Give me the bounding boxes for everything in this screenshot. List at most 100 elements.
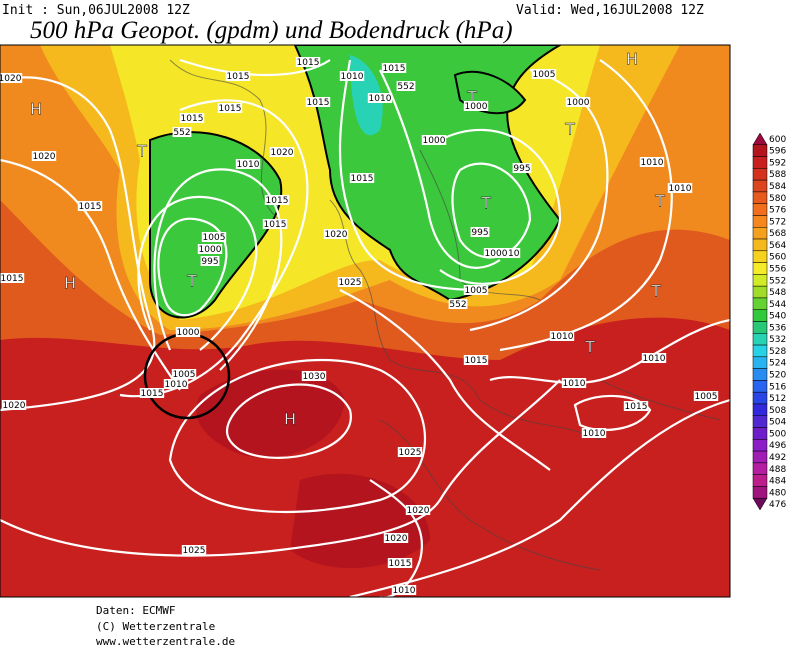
isobar-label: 1015 bbox=[297, 58, 320, 68]
pressure-center: T bbox=[650, 282, 661, 301]
pressure-center: T bbox=[136, 142, 147, 161]
scale-cell bbox=[752, 168, 768, 181]
label-box bbox=[581, 428, 607, 438]
label-box bbox=[200, 256, 220, 266]
map: TTTTTTTTHHHH1015101510101015100510001000… bbox=[0, 44, 731, 598]
isobar-label: 1000 bbox=[567, 98, 590, 108]
coastlines bbox=[169, 59, 721, 571]
color-scale: 6005965925885845805765725685645605565525… bbox=[752, 132, 786, 511]
label-box bbox=[549, 331, 575, 341]
isobar-label: 1005 bbox=[533, 70, 556, 80]
isobar-label: 1015 bbox=[219, 104, 242, 114]
isobar-label: 1025 bbox=[339, 278, 362, 288]
scale-label: 588 bbox=[769, 170, 786, 180]
scale-cell bbox=[752, 380, 768, 393]
label-box bbox=[77, 201, 103, 211]
scale-cell bbox=[752, 344, 768, 358]
isobar-label: 1020 bbox=[33, 152, 56, 162]
pressure-center: T bbox=[584, 338, 595, 357]
scale-cell bbox=[752, 439, 768, 452]
pressure-center: H bbox=[30, 100, 42, 119]
label-box bbox=[565, 97, 591, 107]
footer-line: Daten: ECMWF bbox=[96, 604, 175, 617]
scale-label: 572 bbox=[769, 217, 786, 227]
scale-cell bbox=[752, 215, 768, 228]
isobar-label: 1010 bbox=[641, 158, 664, 168]
isobar-label: 995 bbox=[513, 164, 530, 174]
label-box bbox=[31, 151, 57, 161]
isobar-label: 1010 bbox=[393, 586, 416, 596]
scale-label: 532 bbox=[769, 335, 786, 345]
isobar-label: 1000 bbox=[423, 136, 446, 146]
scale-label: 576 bbox=[769, 206, 786, 216]
isobar-label: 1015 bbox=[141, 389, 164, 399]
isobar-label: 1015 bbox=[465, 356, 488, 366]
scale-cell bbox=[752, 486, 768, 499]
scale-cell bbox=[752, 497, 768, 511]
label-box bbox=[383, 533, 409, 543]
valid-time: Valid: Wed,16JUL2008 12Z bbox=[516, 3, 704, 18]
scale-label: 500 bbox=[769, 429, 786, 439]
scale-cell bbox=[752, 309, 768, 322]
scale-cell bbox=[752, 203, 768, 216]
scale-cell bbox=[752, 250, 768, 263]
label-box bbox=[693, 391, 719, 401]
pressure-center: T bbox=[654, 192, 665, 211]
isobar-label: 1005 bbox=[173, 370, 196, 380]
label-box bbox=[531, 69, 557, 79]
scale-label: 540 bbox=[769, 312, 786, 322]
isobar-label: 1010 bbox=[237, 160, 260, 170]
isobar-label: 1020 bbox=[385, 534, 408, 544]
init-time: Init : Sun,06JUL2008 12Z bbox=[2, 3, 190, 18]
scale-label: 524 bbox=[769, 359, 786, 369]
footer-line: www.wetterzentrale.de bbox=[96, 635, 235, 648]
scale-cell bbox=[752, 238, 768, 252]
scale-cell bbox=[752, 427, 768, 440]
label-box bbox=[391, 585, 417, 595]
label-box bbox=[387, 558, 413, 568]
scale-cell bbox=[752, 156, 768, 169]
scale-cell bbox=[752, 368, 768, 381]
scale-label: 584 bbox=[769, 182, 786, 192]
label-box bbox=[367, 93, 393, 103]
isobar-label: 1015 bbox=[383, 64, 406, 74]
isobar-label: 995 bbox=[201, 257, 218, 267]
isobar-label: 1010 bbox=[551, 332, 574, 342]
scale-label: 512 bbox=[769, 394, 786, 404]
label-box bbox=[171, 369, 197, 379]
isobar-label: 1000 bbox=[199, 245, 222, 255]
footer-line: (C) Wetterzentrale bbox=[96, 620, 215, 633]
scale-label: 508 bbox=[769, 406, 786, 416]
pressure-center: H bbox=[284, 410, 296, 429]
isobar-label: 1005 bbox=[203, 233, 226, 243]
scale-cell bbox=[752, 462, 768, 475]
isobar-label: 1010 bbox=[583, 429, 606, 439]
label-box bbox=[483, 248, 509, 258]
pressure-center: H bbox=[626, 50, 638, 69]
label-box bbox=[397, 447, 423, 457]
label-box bbox=[264, 195, 290, 205]
scale-label: 536 bbox=[769, 323, 786, 333]
label-box bbox=[139, 388, 165, 398]
label-box bbox=[639, 157, 665, 167]
label-box bbox=[305, 97, 331, 107]
map-title: 500 hPa Geopot. (gpdm) und Bodendruck (h… bbox=[30, 17, 513, 44]
label-box bbox=[337, 277, 363, 287]
isobar-label: 1010 bbox=[669, 184, 692, 194]
scale-cell bbox=[752, 403, 768, 416]
label-box bbox=[339, 71, 365, 81]
scale-cell bbox=[752, 356, 768, 369]
label-box bbox=[0, 273, 25, 283]
isobar-label: 1010 bbox=[563, 379, 586, 389]
isobar-label: 1020 bbox=[3, 401, 26, 411]
label-box bbox=[641, 353, 667, 363]
isobar-label: 1015 bbox=[307, 98, 330, 108]
isobar-label: 552 bbox=[173, 128, 190, 138]
scale-label: 476 bbox=[769, 500, 786, 510]
isobar-label: 1015 bbox=[264, 220, 287, 230]
label-box bbox=[172, 127, 192, 137]
scale-cell bbox=[752, 144, 768, 157]
scale-cell bbox=[752, 285, 768, 299]
isobar-label: 1005 bbox=[465, 286, 488, 296]
scale-label: 592 bbox=[769, 158, 786, 168]
